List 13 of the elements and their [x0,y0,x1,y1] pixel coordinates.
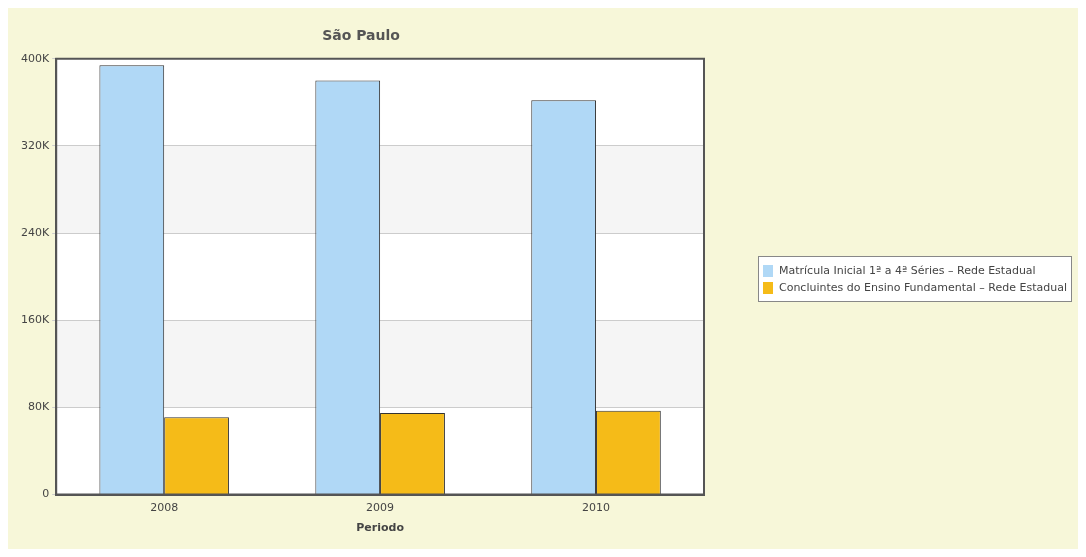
y-tick-label: 320K [20,138,50,152]
y-tick-label: 0 [42,487,50,501]
y-tick-label: 400K [20,51,50,65]
x-axis-title: Periodo [356,521,405,535]
x-tick-label: 2009 [366,501,395,515]
x-tick-label: 2008 [150,501,179,515]
x-tick-label: 2010 [582,501,611,515]
chart-title: São Paulo [322,27,401,44]
legend-label: Matrícula Inicial 1ª a 4ª Séries – Rede Estadual [778,264,1036,277]
y-tick-label: 160K [20,313,50,327]
legend-label: Concluintes do Ensino Fundamental – Rede Estadual [778,281,1067,294]
y-tick-label: 240K [20,225,50,239]
y-tick-label: 80K [27,400,50,414]
